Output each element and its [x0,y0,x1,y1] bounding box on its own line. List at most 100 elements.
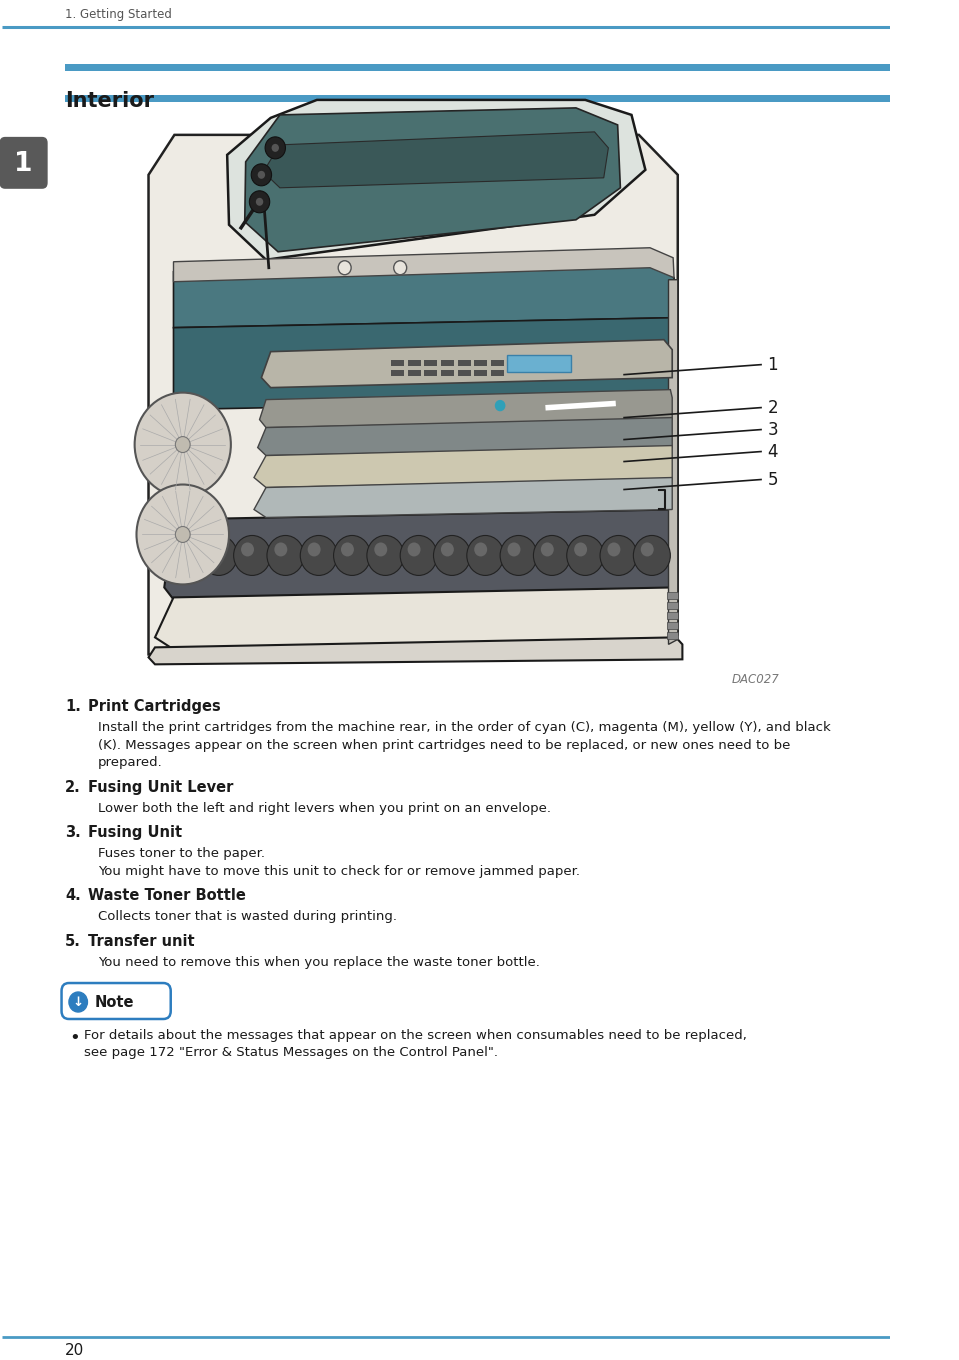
Text: 1: 1 [767,356,778,374]
Text: Collects toner that is wasted during printing.: Collects toner that is wasted during pri… [98,910,397,923]
Polygon shape [155,588,676,649]
Circle shape [300,536,338,575]
Circle shape [533,536,571,575]
Polygon shape [227,99,645,260]
Polygon shape [264,132,608,188]
Text: 5: 5 [767,471,778,488]
Circle shape [267,536,304,575]
Polygon shape [174,258,674,328]
Circle shape [600,536,637,575]
Text: (K). Messages appear on the screen when print cartridges need to be replaced, or: (K). Messages appear on the screen when … [98,738,790,752]
Polygon shape [149,135,678,654]
Circle shape [136,484,229,585]
Bar [441,370,454,375]
Circle shape [175,526,190,543]
Polygon shape [245,107,620,252]
Bar [65,95,890,102]
Bar [424,359,437,366]
Text: 3: 3 [767,420,778,438]
Circle shape [607,543,620,556]
Circle shape [175,543,187,556]
Text: 1: 1 [14,151,33,177]
Bar [667,602,678,609]
Circle shape [134,393,231,496]
Circle shape [574,543,587,556]
Circle shape [208,543,221,556]
Circle shape [474,543,487,556]
Circle shape [167,536,204,575]
Circle shape [274,543,288,556]
Circle shape [241,543,254,556]
Circle shape [467,536,503,575]
Polygon shape [254,446,672,487]
Circle shape [433,536,471,575]
Circle shape [256,197,264,205]
Text: Fusing Unit: Fusing Unit [88,826,182,840]
Circle shape [394,261,407,275]
Text: prepared.: prepared. [98,756,162,770]
Bar [667,612,678,619]
FancyBboxPatch shape [0,137,48,189]
Text: 20: 20 [65,1344,84,1359]
Text: For details about the messages that appear on the screen when consumables need t: For details about the messages that appe… [83,1030,747,1042]
Text: Lower both the left and right levers when you print on an envelope.: Lower both the left and right levers whe… [98,801,550,815]
Circle shape [175,437,190,453]
FancyBboxPatch shape [61,983,171,1019]
Bar [408,370,421,375]
Text: 3.: 3. [65,826,81,840]
Bar [391,370,404,375]
Circle shape [567,536,604,575]
Text: 2.: 2. [65,779,81,794]
Polygon shape [164,510,676,600]
Text: You might have to move this unit to check for or remove jammed paper.: You might have to move this unit to chec… [98,865,579,877]
Circle shape [500,536,537,575]
Text: Interior: Interior [65,91,154,112]
Bar [408,359,421,366]
Circle shape [341,543,354,556]
Bar [441,359,454,366]
Text: DAC027: DAC027 [732,673,780,687]
Text: 1.: 1. [65,699,82,714]
Text: Fusing Unit Lever: Fusing Unit Lever [88,779,234,794]
Circle shape [258,171,265,178]
Text: 1. Getting Started: 1. Getting Started [65,8,172,20]
Polygon shape [174,248,674,282]
Bar [491,370,503,375]
Polygon shape [149,638,683,664]
Circle shape [308,543,320,556]
Text: Print Cartridges: Print Cartridges [88,699,222,714]
Bar [667,623,678,630]
Bar [474,370,487,375]
Circle shape [200,536,237,575]
Bar [457,359,471,366]
Circle shape [633,536,670,575]
Text: 5.: 5. [65,933,82,948]
Polygon shape [262,340,672,388]
Text: Fuses toner to the paper.: Fuses toner to the paper. [98,847,265,860]
Text: Waste Toner Bottle: Waste Toner Bottle [88,888,246,903]
Polygon shape [254,477,672,518]
Circle shape [496,401,504,411]
Text: You need to remove this when you replace the waste toner bottle.: You need to remove this when you replace… [98,956,540,968]
Circle shape [367,536,404,575]
Polygon shape [174,318,674,409]
Text: 2: 2 [767,398,778,416]
Bar [391,359,404,366]
Circle shape [374,543,387,556]
Bar [474,359,487,366]
Circle shape [251,163,271,186]
Text: ↓: ↓ [73,996,83,1009]
Circle shape [541,543,553,556]
Bar [424,370,437,375]
Circle shape [69,991,87,1012]
Polygon shape [668,280,678,645]
Polygon shape [260,389,672,427]
Circle shape [249,190,269,212]
Bar [491,359,503,366]
Circle shape [408,543,421,556]
Text: Transfer unit: Transfer unit [88,933,195,948]
Text: 4.: 4. [65,888,81,903]
Polygon shape [258,418,672,456]
Text: Note: Note [95,994,134,1009]
Circle shape [339,261,351,275]
